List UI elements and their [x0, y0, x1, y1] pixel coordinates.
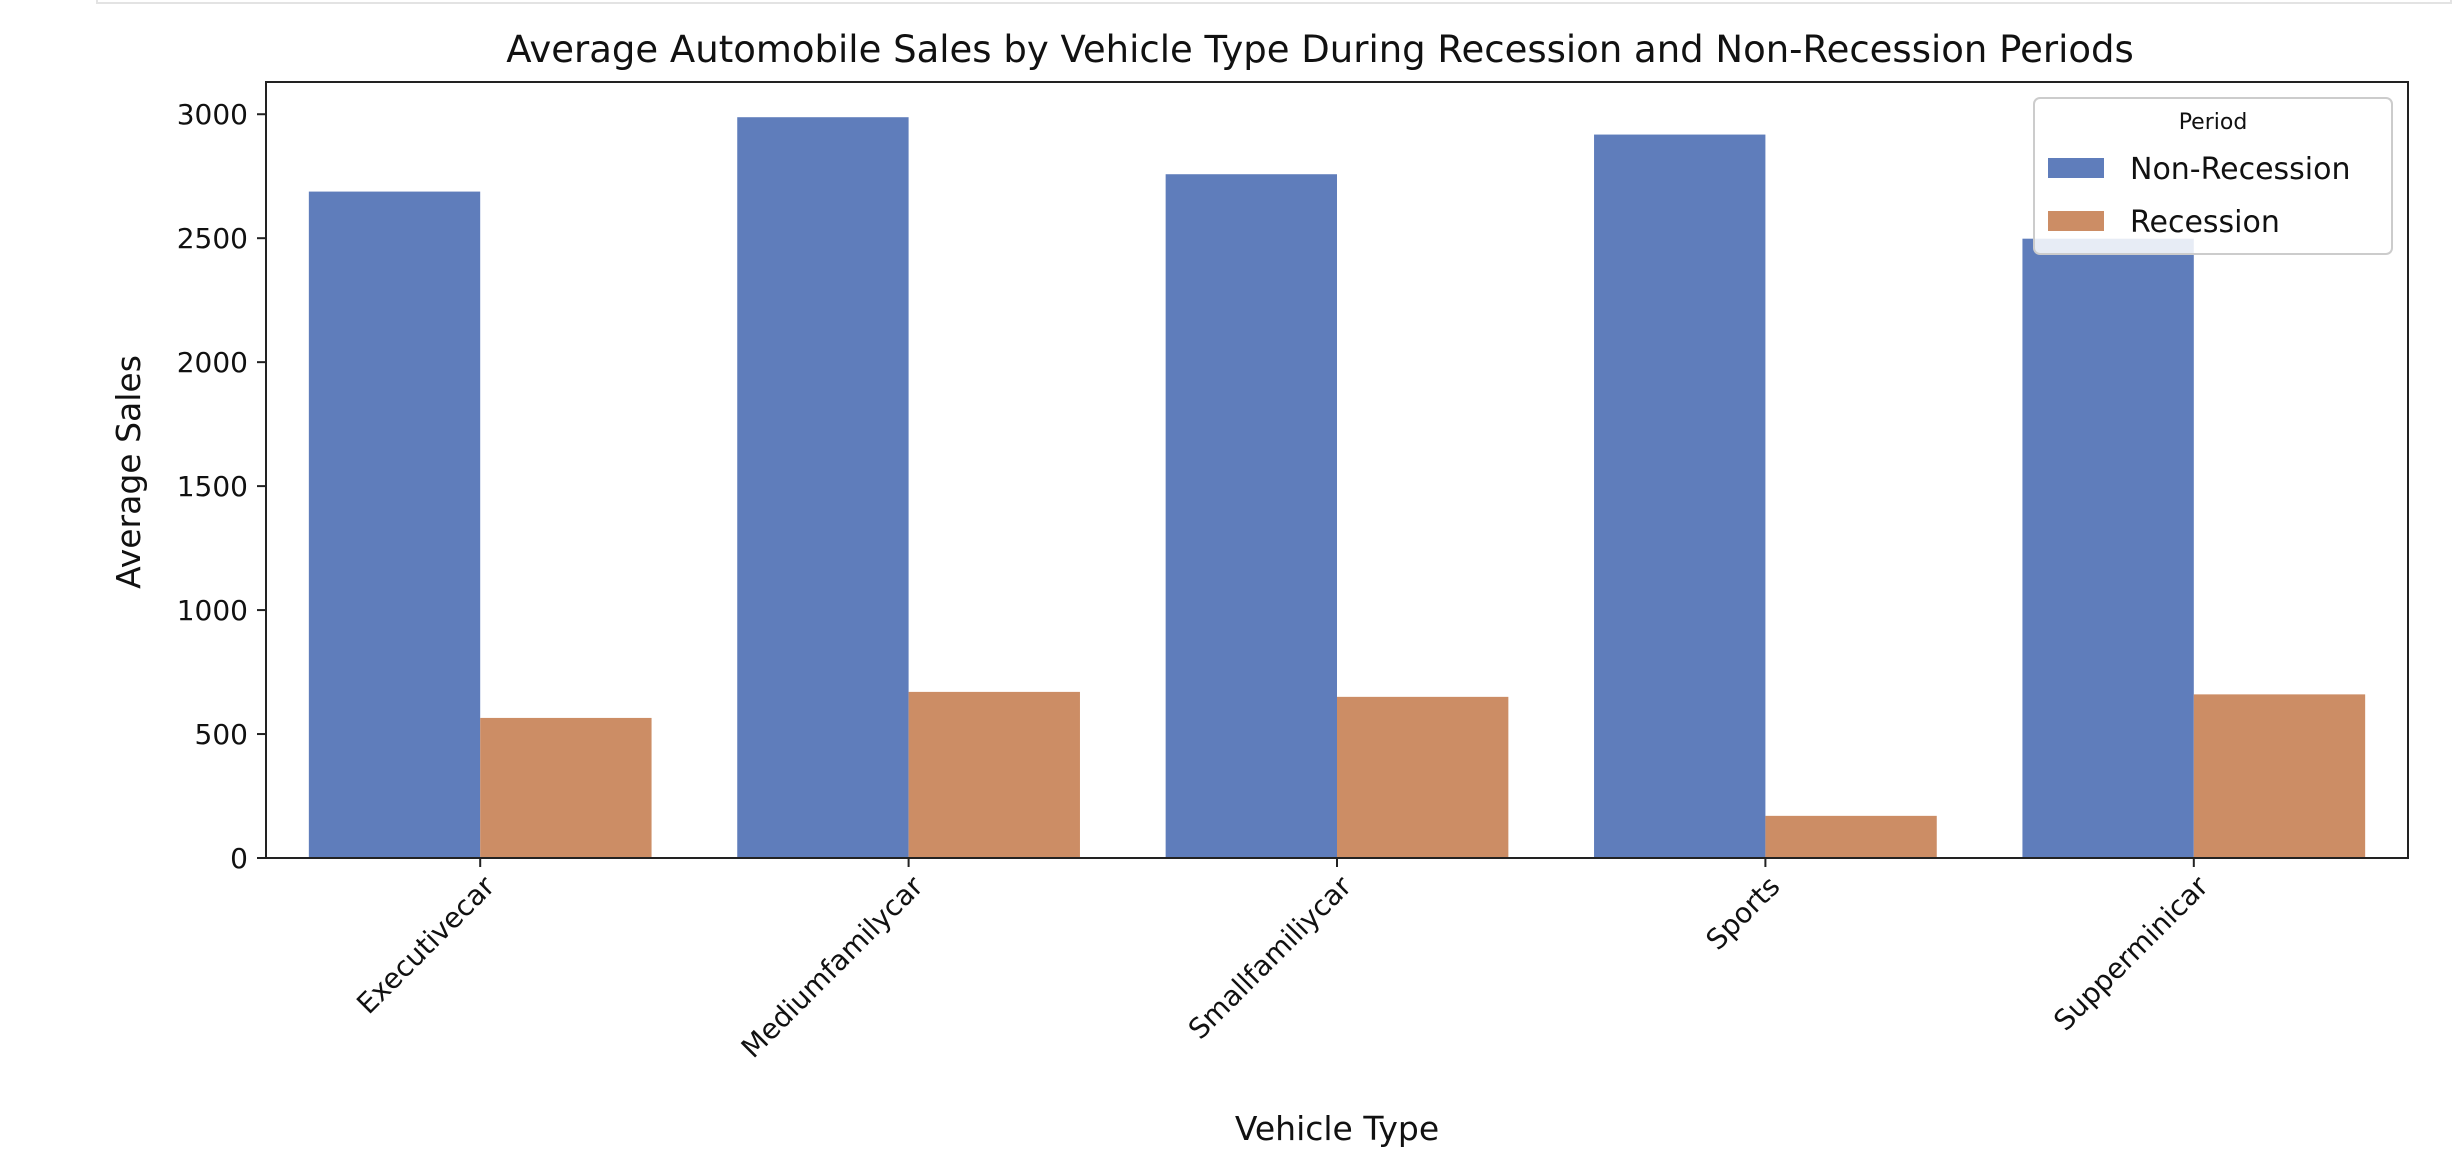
legend-title: Period: [2179, 110, 2248, 135]
bar-non-recession-executivecar: [308, 191, 481, 859]
legend-box: [2033, 97, 2393, 255]
notebook-cell-border: [96, 0, 2452, 4]
y-axis-label: Average Sales: [109, 355, 148, 589]
x-tick-label: Supperminicar: [2047, 869, 2215, 1037]
bar-non-recession-smallfamiliycar: [1165, 174, 1337, 858]
bar-recession-supperminicar: [2193, 694, 2366, 858]
y-tick-label: 3000: [177, 98, 248, 131]
legend: Period Non-Recession Recession: [2033, 97, 2393, 255]
bar-recession-smallfamiliycar: [1337, 696, 1509, 858]
bars-group: [308, 117, 2366, 859]
x-tick-label: Executivecar: [350, 869, 501, 1020]
x-tick-label: Mediumfamilycar: [735, 869, 930, 1064]
y-tick-label: 2000: [177, 346, 248, 379]
y-tick-label: 500: [195, 718, 248, 751]
legend-label-non-recession: Non-Recession: [2130, 152, 2351, 187]
bar-recession-mediumfamilycar: [908, 691, 1080, 858]
y-tick-label: 0: [230, 842, 248, 875]
x-tick-label: Smallfamiliycar: [1182, 869, 1358, 1045]
x-tick-label: Sports: [1700, 870, 1787, 957]
y-tick-label: 1000: [177, 594, 248, 627]
y-tick-label: 2500: [177, 222, 248, 255]
legend-swatch-recession: [2048, 211, 2104, 231]
y-axis: 0 500 1000 1500 2000 2500 3000: [177, 98, 266, 875]
x-axis: Executivecar Mediumfamilycar Smallfamiliyc…: [350, 858, 2215, 1064]
bar-recession-executivecar: [480, 717, 652, 858]
chart-title: Average Automobile Sales by Vehicle Type…: [506, 28, 2134, 71]
bar-recession-sports: [1765, 815, 1937, 858]
bar-non-recession-mediumfamilycar: [737, 117, 909, 859]
bar-non-recession-supperminicar: [2022, 238, 2194, 858]
plot-frame: [265, 81, 2409, 859]
x-axis-label: Vehicle Type: [1235, 1109, 1439, 1148]
y-tick-label: 1500: [177, 470, 248, 503]
bar-non-recession-sports: [1594, 134, 1766, 858]
legend-swatch-non-recession: [2048, 158, 2104, 178]
legend-label-recession: Recession: [2130, 205, 2280, 240]
